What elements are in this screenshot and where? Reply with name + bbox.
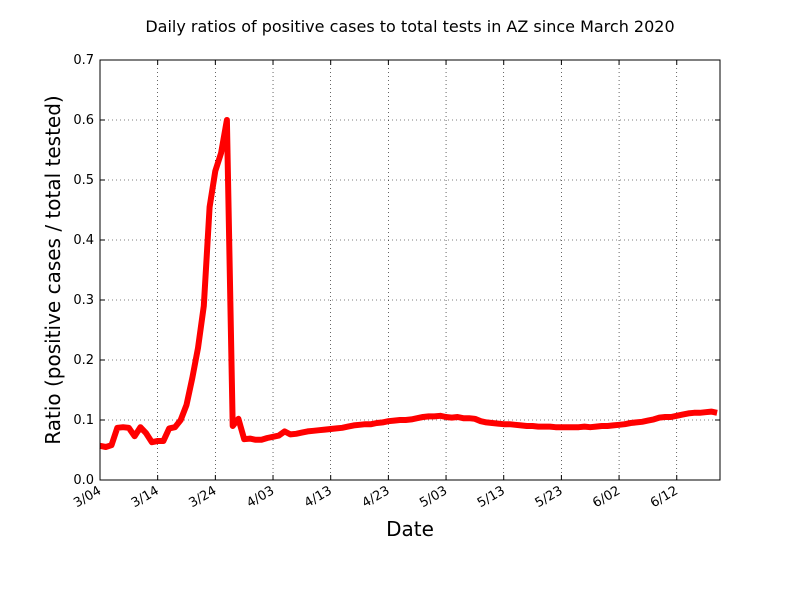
chart-title: Daily ratios of positive cases to total … — [145, 17, 674, 36]
y-tick-label: 0.0 — [73, 473, 94, 488]
y-tick-label: 0.4 — [73, 233, 94, 248]
series-lines — [99, 117, 718, 450]
y-tick-label: 0.7 — [73, 53, 94, 68]
y-tick-label: 0.6 — [73, 113, 94, 128]
y-tick-label: 0.3 — [73, 293, 94, 308]
x-axis-label: Date — [386, 517, 434, 541]
y-tick-label: 0.2 — [73, 353, 94, 368]
plot-area-frame — [99, 59, 721, 481]
series-line — [99, 117, 718, 450]
y-axis-label: Ratio (positive cases / total tested) — [41, 95, 65, 444]
grid-lines — [100, 60, 720, 480]
y-tick-label: 0.1 — [73, 413, 94, 428]
y-tick-label: 0.5 — [73, 173, 94, 188]
